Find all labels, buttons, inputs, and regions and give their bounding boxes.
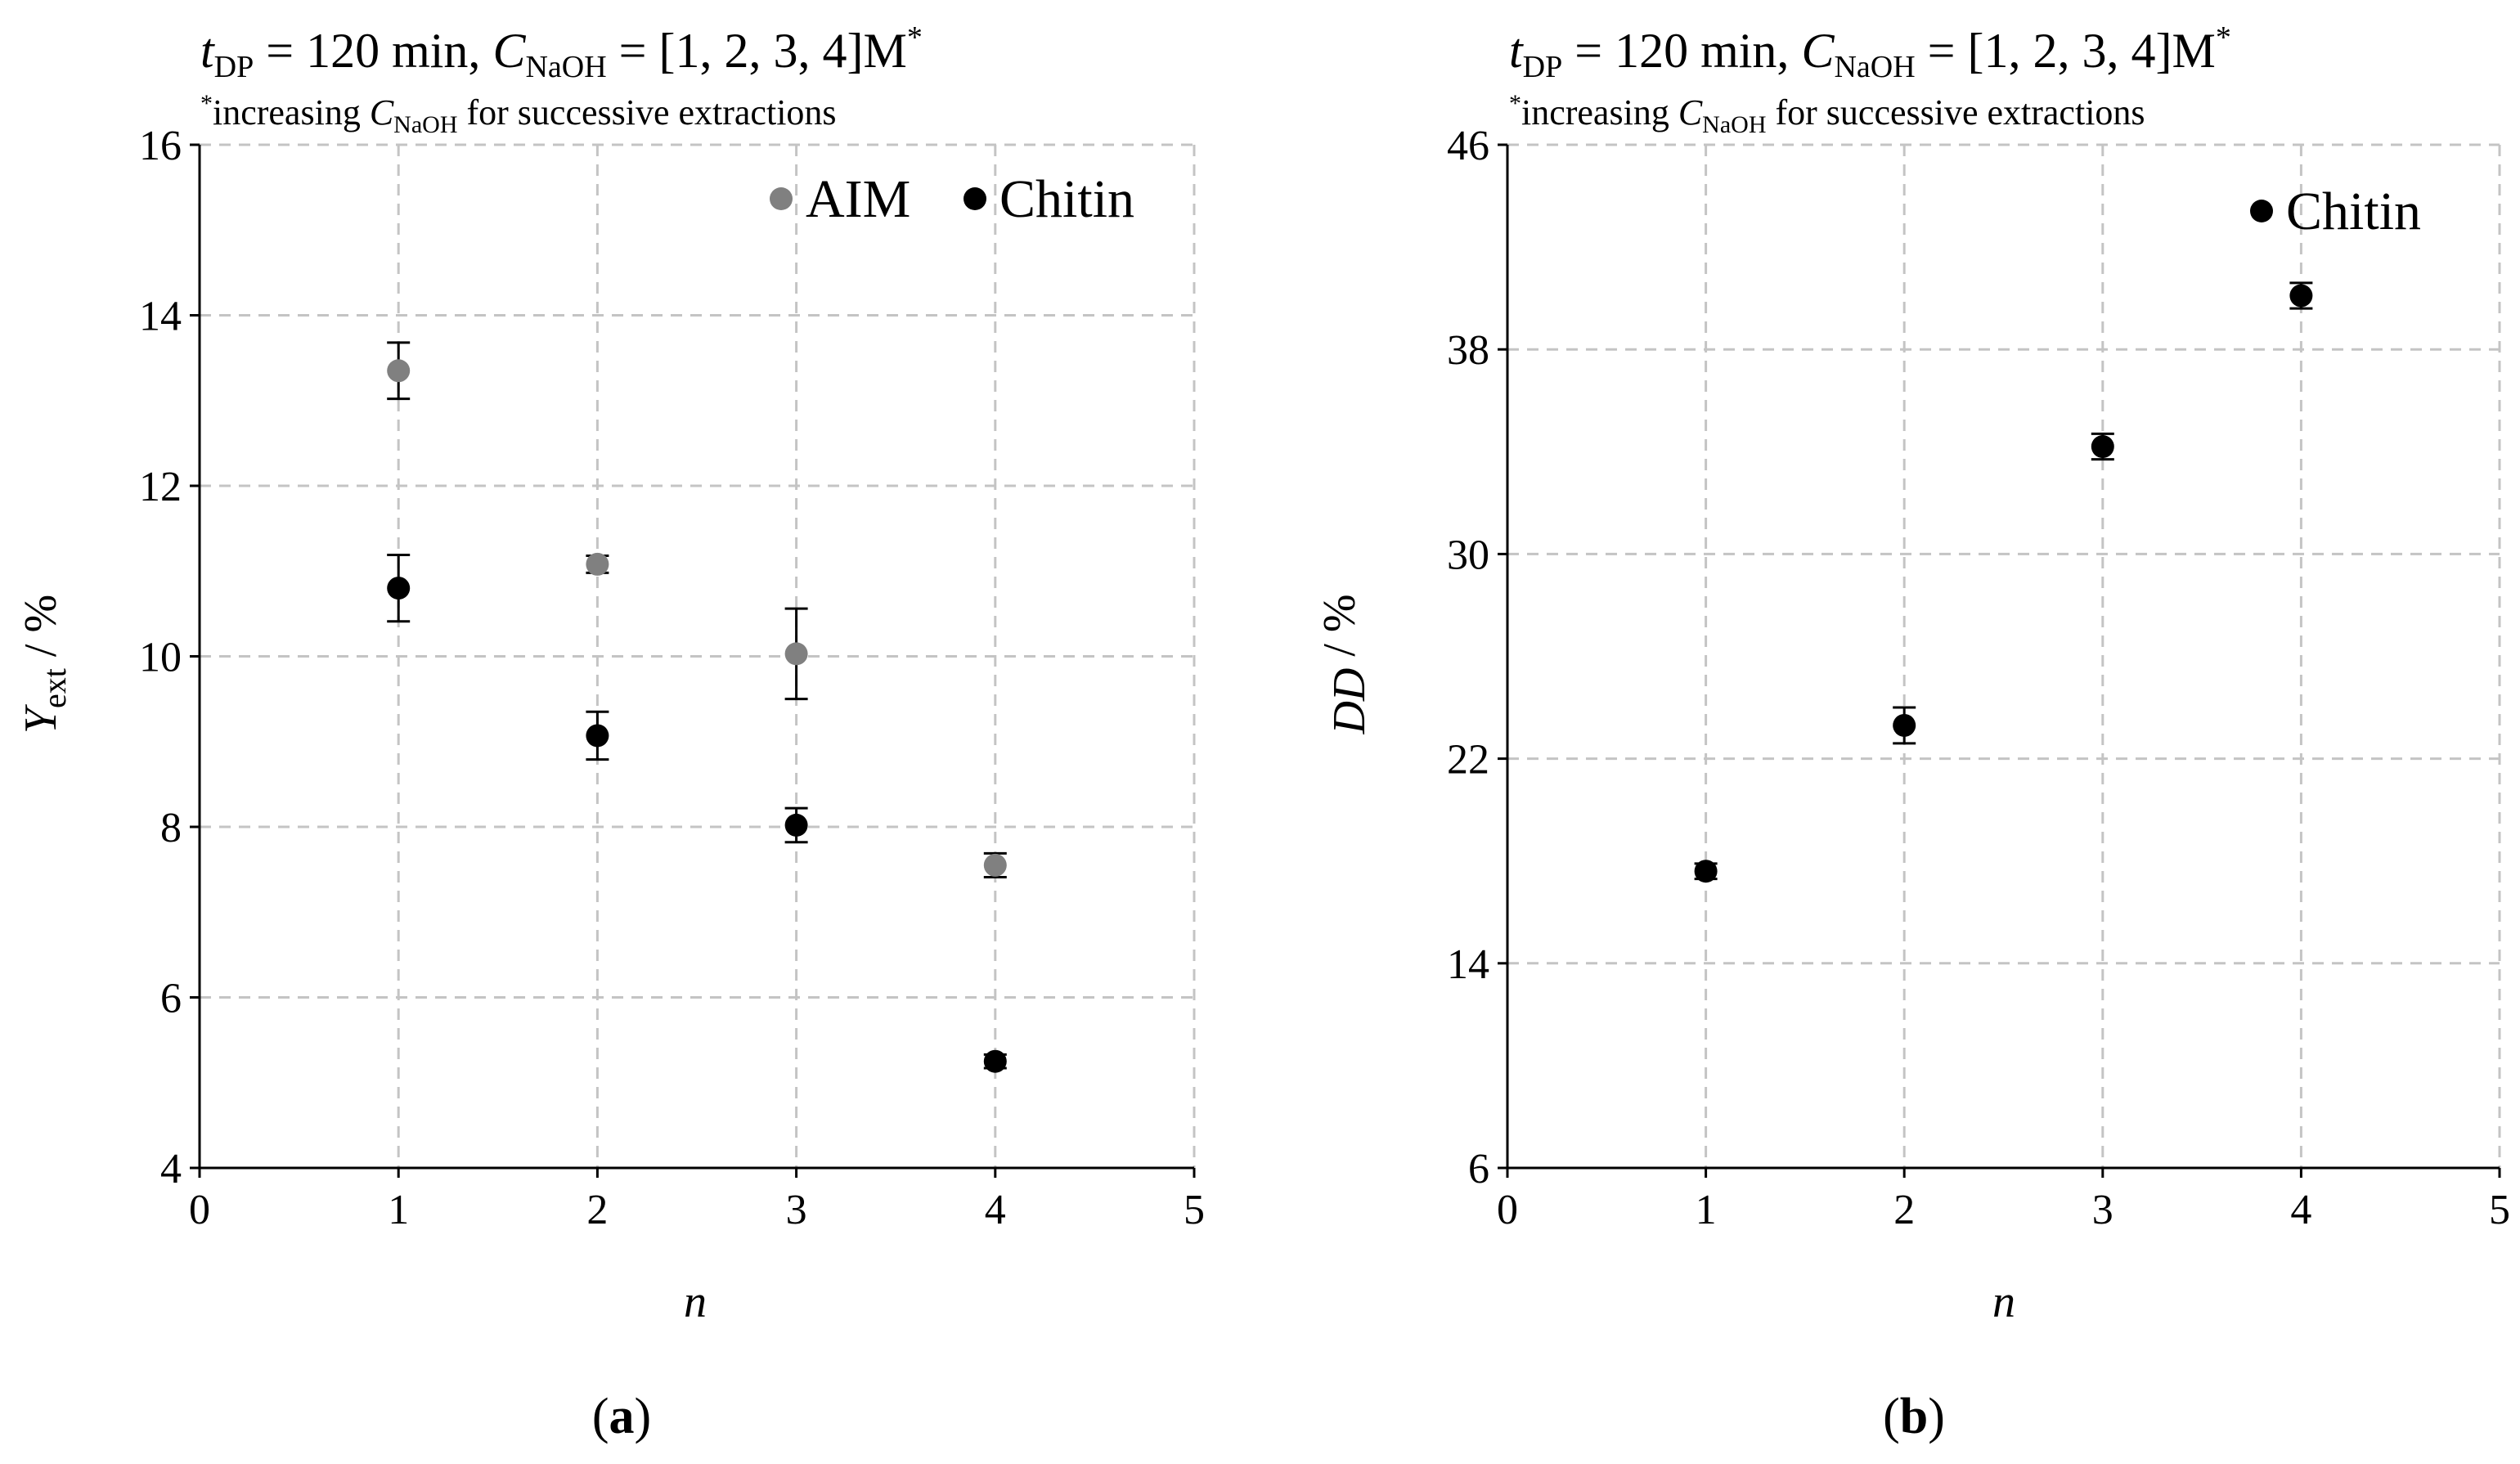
y-tick-label: 46 xyxy=(1447,123,1489,169)
legend-entry-aim: AIM xyxy=(770,169,910,229)
panel-b-x-label: n xyxy=(1992,1277,2015,1327)
legend-entry-chitin: Chitin xyxy=(964,169,1134,229)
y-tick-label: 16 xyxy=(139,123,182,169)
x-tick-label: 3 xyxy=(2092,1187,2113,1233)
x-tick-label: 2 xyxy=(586,1187,608,1233)
chitin-point-group xyxy=(1694,860,1718,883)
y-tick-label: 14 xyxy=(1447,941,1489,988)
x-tick-label: 0 xyxy=(189,1187,210,1233)
chitin-point xyxy=(586,724,609,748)
panel-a-points xyxy=(387,341,1007,1073)
y-tick-label: 22 xyxy=(1447,737,1489,784)
x-tick-label: 1 xyxy=(388,1187,409,1233)
legend-label-aim: AIM xyxy=(806,169,910,229)
aim-point-group xyxy=(983,851,1007,879)
chitin-point-group xyxy=(784,806,808,844)
x-tick-label: 2 xyxy=(1893,1187,1915,1233)
y-tick-label: 14 xyxy=(139,294,182,340)
chitin-point-group xyxy=(1893,706,1916,745)
x-tick-label: 0 xyxy=(1497,1187,1518,1233)
panel-a-y-label: Yext / % xyxy=(16,595,73,734)
y-tick-label: 30 xyxy=(1447,532,1489,578)
panel-a-note: *increasing CNaOH for successive extract… xyxy=(200,90,837,138)
legend-marker-chitin xyxy=(2250,200,2273,222)
chitin-point xyxy=(983,1049,1007,1073)
panel-b-legend: Chitin xyxy=(2250,182,2421,241)
panel-b-grid xyxy=(1507,143,2501,1168)
x-tick-label: 4 xyxy=(985,1187,1006,1233)
y-tick-label: 6 xyxy=(160,976,182,1022)
aim-point xyxy=(784,642,808,666)
chitin-point xyxy=(2091,435,2114,459)
chitin-point xyxy=(2289,284,2313,308)
x-tick-label: 3 xyxy=(786,1187,807,1233)
y-tick-label: 10 xyxy=(139,635,182,681)
panel-b-y-label: DD / % xyxy=(1314,594,1375,734)
chitin-point xyxy=(1893,713,1916,737)
chitin-point xyxy=(784,813,808,837)
y-tick-label: 38 xyxy=(1447,327,1489,374)
aim-point xyxy=(983,853,1007,877)
chitin-point-group xyxy=(586,710,609,761)
panel-b-ticks: 0 1 2 3 4 5 6 14 22 30 38 46 xyxy=(1447,123,2510,1233)
panel-a-title: tDP = 120 min, CNaOH = [1, 2, 3, 4]M* xyxy=(200,20,923,84)
aim-point xyxy=(387,359,411,383)
chitin-point-group xyxy=(2091,432,2114,461)
panel-a-label-letter: a xyxy=(609,1389,635,1444)
legend-marker-aim xyxy=(770,187,793,210)
panel-a: tDP = 120 min, CNaOH = [1, 2, 3, 4]M* *i… xyxy=(16,20,1205,1444)
panel-a-legend: AIM Chitin xyxy=(770,169,1134,229)
panel-b-title: tDP = 120 min, CNaOH = [1, 2, 3, 4]M* xyxy=(1509,20,2231,84)
y-tick-label: 4 xyxy=(160,1146,182,1192)
panel-a-x-label: n xyxy=(684,1277,707,1327)
panel-b-points xyxy=(1694,281,2313,883)
panel-b-note: *increasing CNaOH for successive extract… xyxy=(1509,90,2145,138)
aim-point-group xyxy=(784,607,808,701)
panel-b: tDP = 120 min, CNaOH = [1, 2, 3, 4]M* *i… xyxy=(1314,20,2510,1444)
y-tick-label: 12 xyxy=(139,464,182,510)
x-tick-label: 5 xyxy=(2489,1187,2510,1233)
aim-point-group xyxy=(387,341,411,401)
chitin-point xyxy=(1694,860,1718,883)
legend-label-chitin: Chitin xyxy=(999,169,1134,229)
x-tick-label: 5 xyxy=(1184,1187,1205,1233)
legend-marker-chitin xyxy=(964,187,986,210)
chitin-point-group xyxy=(387,553,411,623)
chitin-point-group xyxy=(983,1049,1007,1073)
y-tick-label: 8 xyxy=(160,805,182,851)
x-tick-label: 4 xyxy=(2290,1187,2311,1233)
panel-b-label: (b) xyxy=(1883,1389,1945,1444)
panel-a-grid xyxy=(200,143,1196,1168)
aim-point-group xyxy=(586,552,609,576)
legend-label-chitin: Chitin xyxy=(2286,182,2421,241)
panel-a-label: (a) xyxy=(592,1389,651,1444)
chitin-point-group xyxy=(2289,281,2313,310)
legend-entry-chitin: Chitin xyxy=(2250,182,2421,241)
chitin-point xyxy=(387,577,411,600)
panel-b-label-letter: b xyxy=(1900,1389,1928,1444)
aim-point xyxy=(586,552,609,576)
x-tick-label: 1 xyxy=(1696,1187,1717,1233)
y-tick-label: 6 xyxy=(1468,1146,1489,1192)
